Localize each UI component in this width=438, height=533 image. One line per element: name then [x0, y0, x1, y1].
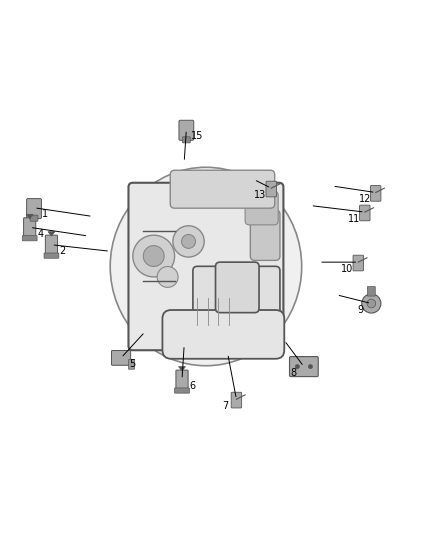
Circle shape [308, 365, 313, 369]
Text: 1: 1 [42, 209, 48, 219]
FancyBboxPatch shape [371, 185, 381, 201]
Text: 15: 15 [191, 131, 203, 141]
FancyBboxPatch shape [183, 137, 190, 143]
Text: 11: 11 [348, 214, 360, 224]
FancyBboxPatch shape [175, 388, 189, 393]
FancyBboxPatch shape [24, 218, 36, 239]
FancyBboxPatch shape [128, 360, 134, 369]
Text: 4: 4 [38, 229, 44, 239]
Text: 6: 6 [190, 381, 196, 391]
FancyBboxPatch shape [215, 262, 259, 313]
Text: 13: 13 [254, 190, 266, 200]
Text: 7: 7 [223, 401, 229, 411]
Polygon shape [26, 214, 33, 219]
FancyBboxPatch shape [245, 191, 278, 225]
Circle shape [133, 235, 175, 277]
Text: 9: 9 [357, 305, 364, 315]
FancyBboxPatch shape [170, 170, 275, 208]
Circle shape [295, 365, 300, 369]
FancyBboxPatch shape [162, 310, 284, 359]
Polygon shape [179, 367, 185, 371]
FancyBboxPatch shape [251, 210, 280, 261]
FancyBboxPatch shape [46, 235, 57, 256]
FancyBboxPatch shape [27, 199, 42, 219]
FancyBboxPatch shape [290, 357, 318, 377]
Ellipse shape [110, 167, 302, 366]
Circle shape [143, 246, 164, 266]
FancyBboxPatch shape [360, 205, 370, 221]
FancyBboxPatch shape [266, 181, 276, 197]
FancyBboxPatch shape [353, 255, 364, 271]
FancyBboxPatch shape [112, 351, 131, 365]
FancyBboxPatch shape [176, 370, 188, 391]
Circle shape [157, 266, 178, 287]
FancyBboxPatch shape [367, 287, 375, 296]
FancyBboxPatch shape [128, 183, 283, 350]
FancyBboxPatch shape [44, 253, 59, 258]
Text: 10: 10 [341, 264, 353, 273]
Text: 12: 12 [359, 194, 371, 204]
Circle shape [173, 226, 204, 257]
Polygon shape [48, 232, 55, 236]
Circle shape [367, 299, 376, 308]
FancyBboxPatch shape [30, 215, 38, 221]
Circle shape [182, 235, 195, 248]
Text: 8: 8 [290, 368, 296, 378]
FancyBboxPatch shape [179, 120, 194, 140]
FancyBboxPatch shape [231, 392, 242, 408]
FancyBboxPatch shape [193, 266, 280, 334]
Circle shape [362, 294, 381, 313]
Text: 5: 5 [129, 359, 135, 369]
Text: 2: 2 [59, 246, 65, 256]
FancyBboxPatch shape [22, 236, 37, 241]
